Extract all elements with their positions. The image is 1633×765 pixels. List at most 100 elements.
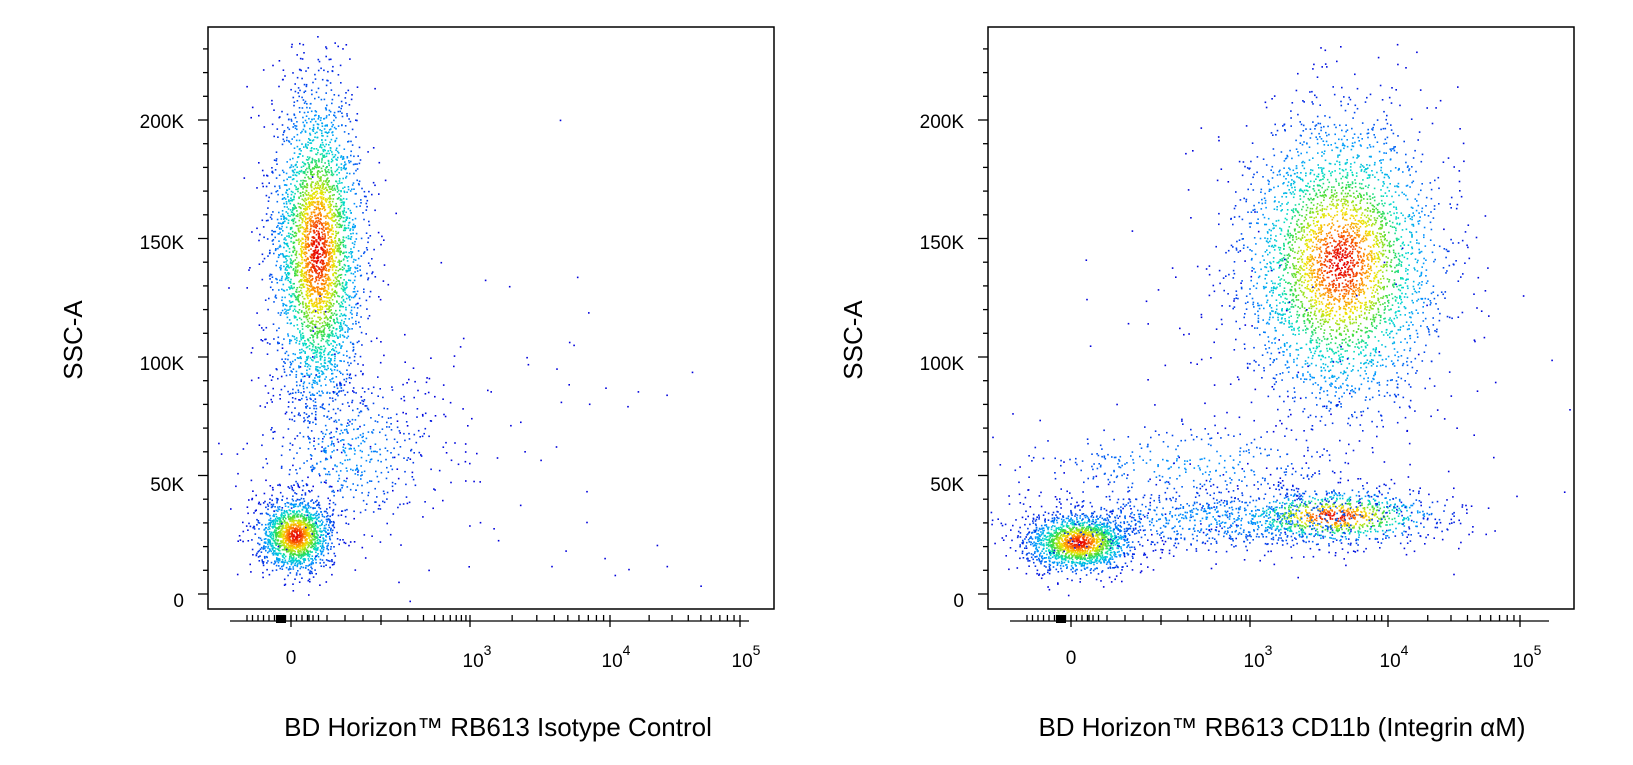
data-point: [314, 530, 316, 532]
data-point: [295, 574, 298, 576]
data-point: [319, 366, 321, 369]
data-point: [304, 554, 306, 556]
data-point: [335, 250, 338, 252]
data-point: [325, 384, 327, 386]
data-point: [314, 416, 317, 419]
data-point: [265, 219, 268, 222]
data-point: [352, 296, 355, 299]
data-point: [321, 122, 324, 125]
data-point: [340, 167, 342, 169]
data-point: [318, 253, 320, 255]
data-point: [317, 366, 319, 368]
data-point: [315, 305, 317, 307]
data-point: [344, 289, 346, 291]
data-point: [335, 202, 337, 205]
data-point: [256, 552, 258, 555]
data-point: [327, 259, 330, 262]
data-point: [332, 220, 334, 222]
data-point: [286, 113, 289, 116]
data-point: [266, 503, 269, 506]
data-point: [346, 337, 348, 339]
data-point: [236, 573, 239, 576]
data-point: [292, 368, 295, 370]
data-point: [291, 518, 294, 521]
data-point: [336, 283, 339, 286]
data-point: [285, 273, 288, 276]
data-point: [267, 508, 269, 511]
data-point: [267, 523, 269, 526]
data-point: [280, 234, 283, 236]
data-point: [314, 355, 316, 358]
data-point: [303, 311, 305, 314]
data-point: [315, 160, 318, 162]
data-point: [328, 327, 330, 329]
data-point: [323, 345, 325, 347]
data-point: [281, 495, 284, 498]
data-point: [355, 238, 358, 240]
data-point: [304, 271, 306, 274]
data-point: [284, 296, 286, 299]
data-point: [269, 540, 272, 543]
data-point: [262, 185, 264, 188]
data-point: [283, 184, 286, 186]
data-point: [276, 558, 278, 561]
data-point: [316, 252, 318, 255]
data-point: [262, 561, 265, 563]
data-point: [308, 544, 311, 547]
data-point: [315, 532, 318, 535]
data-point: [339, 315, 341, 317]
data-point: [325, 47, 328, 50]
data-point: [305, 189, 308, 192]
data-point: [346, 350, 348, 353]
data-point: [305, 276, 307, 279]
data-point: [319, 316, 321, 319]
data-point: [342, 241, 344, 244]
data-point: [380, 243, 382, 246]
data-point: [353, 202, 356, 205]
data-point: [354, 217, 357, 220]
data-point: [351, 242, 354, 244]
data-point: [321, 254, 324, 256]
data-point: [319, 239, 322, 242]
data-point: [291, 230, 294, 233]
data-point: [320, 270, 323, 273]
data-point: [310, 110, 313, 113]
data-point: [335, 314, 337, 316]
data-point: [331, 559, 333, 561]
data-point: [349, 190, 352, 192]
data-point: [321, 249, 324, 251]
data-point: [331, 102, 333, 105]
data-point: [301, 325, 304, 328]
data-point: [348, 295, 350, 298]
data-point: [342, 239, 344, 241]
data-point: [291, 532, 294, 535]
data-point: [299, 526, 302, 529]
data-point: [319, 238, 321, 241]
data-point: [245, 525, 248, 527]
data-point: [294, 271, 296, 273]
data-point: [305, 504, 307, 507]
data-point: [286, 533, 289, 535]
data-point: [344, 97, 347, 99]
data-point: [328, 231, 330, 233]
data-point: [293, 505, 296, 508]
data-point: [330, 228, 333, 231]
data-point: [364, 405, 367, 407]
data-point: [321, 196, 323, 198]
data-point: [308, 594, 310, 596]
data-point: [290, 46, 293, 48]
data-point: [275, 534, 277, 536]
data-point: [274, 541, 276, 544]
data-point: [350, 98, 353, 101]
data-point: [356, 163, 358, 165]
data-point: [275, 277, 277, 280]
data-point: [287, 538, 289, 541]
data-point: [361, 187, 363, 190]
data-point: [308, 300, 311, 302]
data-point: [330, 363, 332, 365]
data-point: [269, 498, 271, 500]
data-point: [316, 197, 318, 200]
data-point: [323, 262, 326, 265]
data-point: [356, 168, 359, 170]
data-point: [321, 337, 323, 340]
